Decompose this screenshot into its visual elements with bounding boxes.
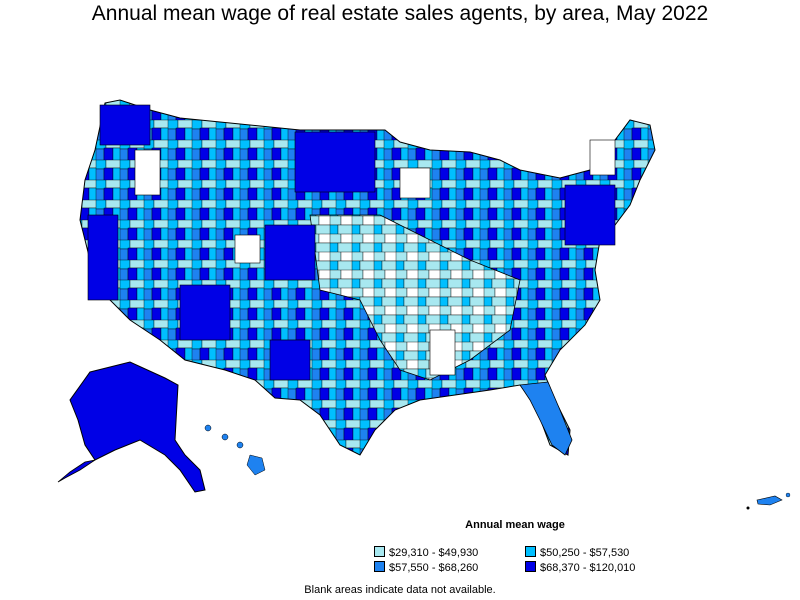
virgin-islands xyxy=(785,492,791,498)
puerto-rico xyxy=(756,495,783,506)
central-region xyxy=(309,214,521,381)
region-northeast xyxy=(564,184,616,246)
legend-title: Annual mean wage xyxy=(465,519,565,531)
legend-item-3: $57,550 - $68,260 xyxy=(374,561,478,575)
legend-swatch-3 xyxy=(374,561,385,572)
blank-areas-note: Blank areas indicate data not available. xyxy=(304,584,496,596)
legend-label-2: $50,250 - $57,530 xyxy=(540,547,630,559)
alaska xyxy=(69,361,206,493)
legend-label-1: $29,310 - $49,930 xyxy=(389,547,479,559)
region-colorado xyxy=(264,224,316,281)
blank-area xyxy=(429,329,456,376)
region-pacific-nw xyxy=(99,104,151,146)
blank-area xyxy=(589,139,616,176)
blank-area xyxy=(234,234,261,264)
hawaii-big-island xyxy=(246,454,266,476)
region-north-plains xyxy=(294,131,376,193)
small-island xyxy=(746,506,750,510)
hawaii-island xyxy=(236,441,244,449)
region-arizona xyxy=(179,284,231,341)
blank-area xyxy=(134,149,161,196)
map-title: Annual mean wage of real estate sales ag… xyxy=(91,2,709,25)
blank-area xyxy=(399,167,431,199)
legend-label-4: $68,370 - $120,010 xyxy=(540,562,636,574)
legend-item-1: $29,310 - $49,930 xyxy=(374,546,478,560)
florida xyxy=(519,381,573,456)
hawaii-island xyxy=(204,424,212,432)
region-west-texas xyxy=(269,339,311,381)
region-california xyxy=(87,214,119,301)
legend-item-4: $68,370 - $120,010 xyxy=(525,561,635,575)
hawaii-island xyxy=(221,433,229,441)
legend-swatch-2 xyxy=(525,546,536,557)
legend-swatch-1 xyxy=(374,546,385,557)
legend-swatch-4 xyxy=(525,561,536,572)
alaska-peninsula xyxy=(57,459,96,483)
legend-label-3: $57,550 - $68,260 xyxy=(389,562,479,574)
legend-item-2: $50,250 - $57,530 xyxy=(525,546,629,560)
